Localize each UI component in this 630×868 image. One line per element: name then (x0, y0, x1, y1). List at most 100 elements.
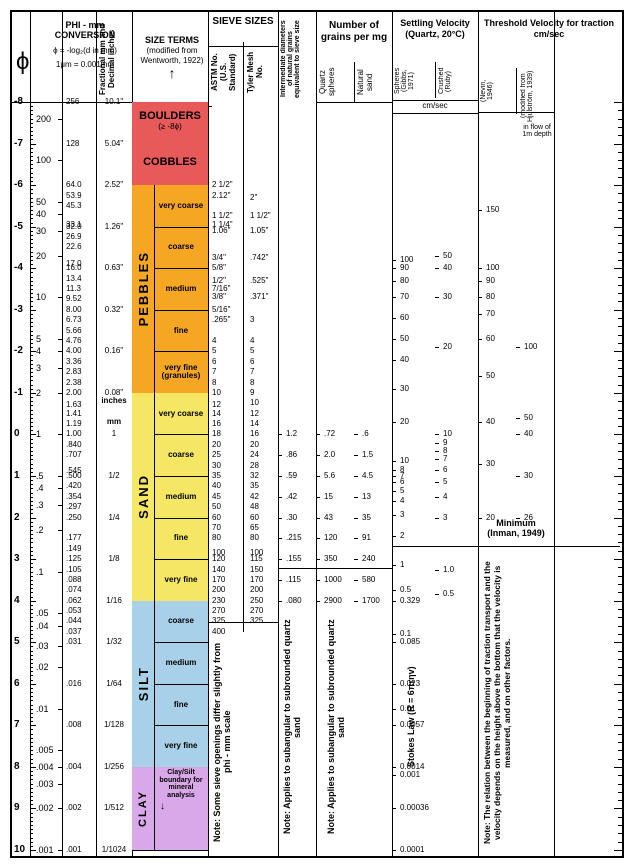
nevin-val: 80 (486, 292, 495, 301)
mm-left-val: .005 (36, 745, 54, 755)
nevin-val: 50 (486, 371, 495, 380)
tyler-val: 65 (250, 523, 259, 532)
int-val: 1.2 (286, 429, 297, 438)
crushed-val: 6 (443, 465, 447, 474)
crushed-val: 3 (443, 513, 447, 522)
fractional-hdr: Fractional mm and Decimal inches (98, 20, 130, 98)
astm-val: 8 (212, 378, 216, 387)
hjulstrom-val: 50 (524, 413, 533, 422)
natural-val: 1700 (362, 596, 380, 605)
mm-val: .037 (66, 627, 82, 636)
phi-tick: 7 (14, 719, 20, 730)
grain-size-chart: ϕ PHI - mm CONVERSION ϕ = -log₂(d in mm)… (10, 10, 624, 858)
quartz-val: 5.6 (324, 471, 335, 480)
mm-left-val: .1 (36, 567, 44, 577)
mm-val: .016 (66, 679, 82, 688)
mm-val: 1.41 (66, 409, 82, 418)
astm-val: 50 (212, 502, 221, 511)
phi-tick: 3 (14, 553, 20, 564)
tyler-val: 14 (250, 419, 259, 428)
clay-block: CLAY Clay/Silt boundary for mineral anal… (132, 767, 208, 851)
mm-left-val: 40 (36, 209, 46, 219)
inch-val: 1/1024 (98, 845, 130, 854)
mm-val: 8.00 (66, 305, 82, 314)
mm-val: .105 (66, 565, 82, 574)
astm-val: 400 (212, 627, 225, 636)
tyler-val: 325 (250, 616, 263, 625)
astm-val: 3/8" (212, 292, 226, 301)
mm-val: 1.00 (66, 429, 82, 438)
crushed-val: 8 (443, 446, 447, 455)
mm-val: .053 (66, 606, 82, 615)
quartz-val: 2.0 (324, 450, 335, 459)
crushed-hdr: Crushed (Ruby) (438, 64, 476, 98)
sphere-val: 5 (400, 486, 404, 495)
tyler-val: 16 (250, 429, 259, 438)
astm-val: 230 (212, 596, 225, 605)
crushed-val: 9 (443, 438, 447, 447)
intermediate-note: Note: Applies to subangular to subrounde… (282, 612, 312, 842)
inch-val: 1/8 (98, 554, 130, 563)
inch-val: 0.63" (98, 263, 130, 272)
int-val: .215 (286, 533, 302, 542)
phi-tick: 8 (14, 761, 20, 772)
stokes-note: Stokes Law (R = 6πrηv) (406, 592, 466, 842)
inch-val: 1/16 (98, 596, 130, 605)
crushed-val: 50 (443, 251, 452, 260)
sphere-val: 4 (400, 496, 404, 505)
tyler-val: 20 (250, 440, 259, 449)
inch-val: 0.16" (98, 346, 130, 355)
quartz-val: 2900 (324, 596, 342, 605)
nevin-hdr: (Nevin, 1946) (480, 70, 516, 112)
inch-val: 0.32" (98, 305, 130, 314)
cmsec-label: cm/sec (392, 100, 478, 114)
nevin-val: 30 (486, 459, 495, 468)
mm-val: 5.66 (66, 326, 82, 335)
tyler-val: 200 (250, 585, 263, 594)
astm-val: 20 (212, 440, 221, 449)
int-val: .155 (286, 554, 302, 563)
mm-left-val: .5 (36, 471, 44, 481)
mm-val: 45.3 (66, 201, 82, 210)
mm-val: .840 (66, 440, 82, 449)
inch-val: 1/512 (98, 803, 130, 812)
tyler-val: 10 (250, 398, 259, 407)
inflow-label: in flow of 1m depth (520, 124, 554, 138)
settling-hdr: Settling Velocity (Quartz, 20°C) (392, 12, 478, 68)
natural-val: 13 (362, 492, 371, 501)
mm-val: .008 (66, 720, 82, 729)
mm-left-val: 30 (36, 226, 46, 236)
astm-val: 10 (212, 388, 221, 397)
mm-val: .149 (66, 544, 82, 553)
inch-val: inches (98, 396, 130, 405)
size-block: COBBLES (132, 139, 208, 186)
mm-val: .031 (66, 637, 82, 646)
intermediate-hdr: Intermediate diameters of natural grains… (280, 18, 314, 100)
int-val: .86 (286, 450, 297, 459)
phi-tick: -2 (14, 345, 23, 356)
natural-val: 35 (362, 513, 371, 522)
sphere-val: 50 (400, 334, 409, 343)
natural-val: 1.5 (362, 450, 373, 459)
phi-tick: -8 (14, 96, 23, 107)
tyler-val: 28 (250, 461, 259, 470)
astm-val: 14 (212, 409, 221, 418)
astm-val: 60 (212, 513, 221, 522)
sphere-val: 60 (400, 313, 409, 322)
inch-val: 1/4 (98, 513, 130, 522)
sphere-val: 30 (400, 384, 409, 393)
quartz-val: 350 (324, 554, 337, 563)
astm-val: 70 (212, 523, 221, 532)
crushed-val: 5 (443, 477, 447, 486)
tyler-val: .525" (250, 276, 268, 285)
phi-tick: 4 (14, 595, 20, 606)
astm-val: 270 (212, 606, 225, 615)
inch-val: 1/256 (98, 762, 130, 771)
astm-val: .265" (212, 315, 230, 324)
mm-val: 4.76 (66, 336, 82, 345)
sphere-val: 40 (400, 355, 409, 364)
size-terms-sub: (modified from Wentworth, 1922) (141, 46, 204, 65)
natural-val: 4.5 (362, 471, 373, 480)
hjulstrom-val: 30 (524, 471, 533, 480)
astm-val: 35 (212, 471, 221, 480)
